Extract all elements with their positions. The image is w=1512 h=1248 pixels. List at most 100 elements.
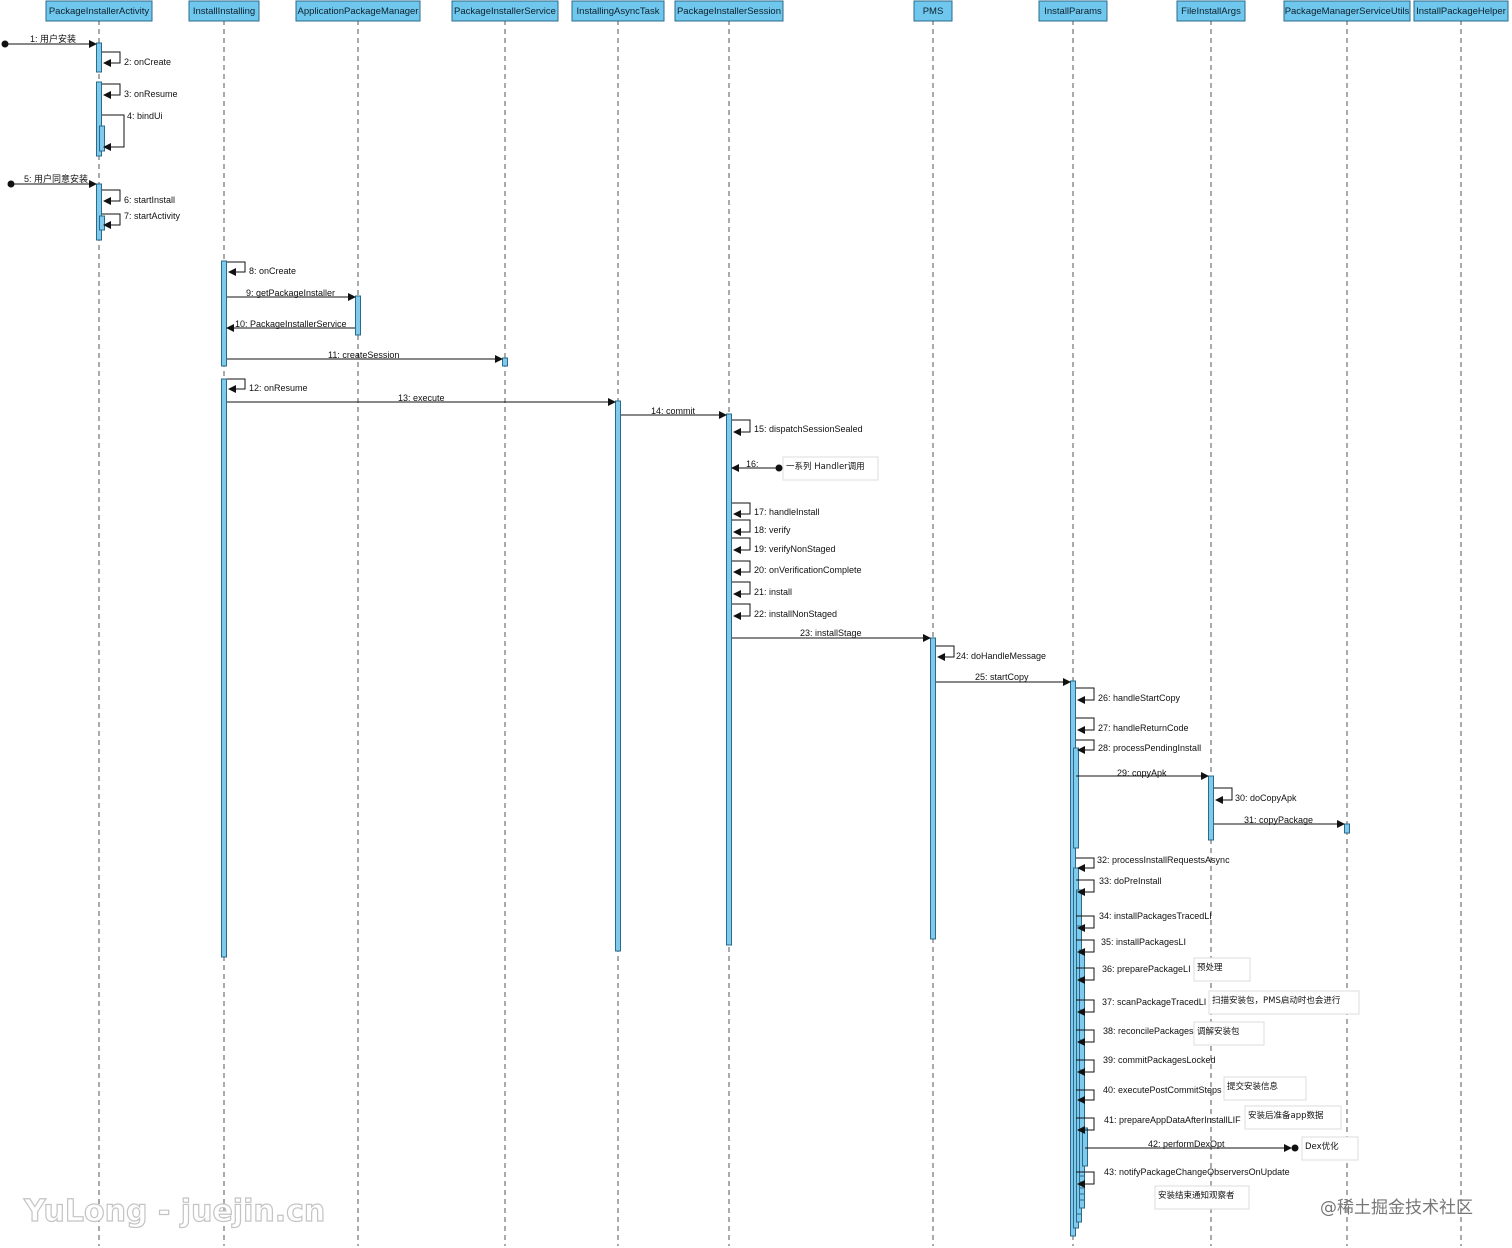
message: 24: doHandleMessage (936, 645, 1046, 661)
message: 19: verifyNonStaged (732, 537, 836, 554)
activation-bar (96, 42, 102, 73)
participant-label: InstallingAsyncTask (577, 6, 660, 17)
participant-header: PackageInstallerSession (674, 0, 784, 22)
participant-header: PackageInstallerService (451, 0, 559, 22)
participant-label: InstallPackageHelper (1416, 6, 1506, 17)
self-message-arrow (1076, 687, 1095, 704)
participant-header: InstallParams (1038, 0, 1108, 22)
message: 25: startCopy (936, 672, 1071, 686)
message-label: 9: getPackageInstaller (246, 288, 335, 298)
message: 43: notifyPackageChangeObserversOnUpdate (1076, 1167, 1290, 1188)
message-label: 6: startInstall (124, 195, 175, 205)
self-message-arrow (1076, 1117, 1095, 1134)
note-box (1244, 1105, 1342, 1130)
message: 6: startInstall (102, 189, 175, 205)
message: 38: reconcilePackages (1076, 1026, 1194, 1046)
self-message-arrow (102, 51, 121, 67)
activation-bar (96, 81, 102, 157)
participant-header: InstallPackageHelper (1413, 0, 1509, 22)
message-label: 29: copyApk (1117, 768, 1167, 778)
note-box (782, 456, 879, 481)
self-message-arrow (732, 537, 751, 554)
message: 32: processInstallRequestsAsync (1076, 855, 1230, 872)
message: 17: handleInstall (732, 502, 820, 518)
message: 35: installPackagesLI (1076, 937, 1186, 956)
message: 37: scanPackageTracedLI (1076, 997, 1206, 1016)
message: 42: performDexOpt (1085, 1139, 1299, 1152)
participant-box (45, 0, 153, 22)
self-message-arrow (732, 560, 751, 576)
participant-box (571, 0, 665, 22)
activation-bar (726, 413, 732, 946)
message: 31: copyPackage (1214, 815, 1345, 828)
message-label: 24: doHandleMessage (956, 651, 1046, 661)
participant-label: PMS (923, 6, 944, 17)
lost-message-dot (1291, 1144, 1299, 1152)
participant-box (913, 0, 953, 22)
participant-label: InstallParams (1044, 6, 1102, 17)
self-message-arrow (1076, 999, 1095, 1016)
message-label: 38: reconcilePackages (1103, 1026, 1194, 1036)
note: 安装后准备app数据 (1244, 1105, 1342, 1130)
message-label: 30: doCopyApk (1235, 793, 1297, 803)
note-box (1208, 990, 1360, 1015)
self-message-arrow (1076, 717, 1095, 734)
message: 27: handleReturnCode (1076, 717, 1189, 734)
participant-box (1176, 0, 1246, 22)
message-label: 23: installStage (800, 628, 862, 638)
message-label: 39: commitPackagesLocked (1103, 1055, 1216, 1065)
note-text: Dex优化 (1305, 1141, 1339, 1152)
activation-bar (1344, 823, 1350, 834)
message-label: 34: installPackagesTracedLI (1099, 911, 1212, 921)
message-label: 3: onResume (124, 89, 178, 99)
note-text: 调解安装包 (1197, 1026, 1240, 1037)
self-message-arrow (102, 83, 121, 99)
message: 3: onResume (102, 83, 178, 99)
message-label: 33: doPreInstall (1099, 876, 1162, 886)
activation-bar (99, 215, 105, 231)
message: 16: (731, 459, 783, 472)
participant-box (1283, 0, 1411, 22)
participant-box (1038, 0, 1108, 22)
participant-box (674, 0, 784, 22)
self-message-arrow (1076, 857, 1095, 872)
note: 提交安装信息 (1223, 1076, 1307, 1101)
message: 12: onResume (227, 378, 308, 393)
message: 4: bindUi (102, 111, 163, 151)
participant-label: InstallInstalling (193, 6, 255, 17)
message-label: 36: preparePackageLI (1102, 964, 1191, 974)
watermark-right: @稀土掘金技术社区 (1320, 1198, 1473, 1218)
message: 11: createSession (227, 350, 503, 363)
message: 29: copyApk (1076, 768, 1209, 780)
activation-bar (1208, 775, 1214, 841)
message-label: 17: handleInstall (754, 507, 820, 517)
message-label: 35: installPackagesLI (1101, 937, 1186, 947)
message-label: 40: executePostCommitSteps (1103, 1085, 1222, 1095)
message-label: 14: commit (651, 406, 696, 416)
participant-box (295, 0, 421, 22)
message: 40: executePostCommitSteps (1076, 1085, 1222, 1104)
message: 1: 用户安装 (1, 33, 97, 48)
participant-header: ApplicationPackageManager (295, 0, 421, 22)
self-message-arrow (732, 603, 751, 620)
activation-bar (615, 400, 621, 952)
message: 10: PackageInstallerService (226, 319, 355, 332)
message-label: 22: installNonStaged (754, 609, 837, 619)
self-message-arrow (732, 419, 751, 436)
note-box (1193, 1021, 1265, 1046)
participant-box (451, 0, 559, 22)
message: 21: install (732, 581, 792, 598)
self-message-arrow (1076, 915, 1095, 932)
note-text: 安装结束通知观察者 (1158, 1190, 1235, 1201)
participant-box (1413, 0, 1509, 22)
note: 安装结束通知观察者 (1154, 1185, 1250, 1210)
message: 22: installNonStaged (732, 603, 837, 620)
participant-header: PackageInstallerActivity (45, 0, 153, 22)
message-label: 42: performDexOpt (1148, 1139, 1225, 1149)
note: Dex优化 (1301, 1136, 1359, 1161)
message-label: 4: bindUi (127, 111, 163, 121)
note-box (1154, 1185, 1250, 1210)
message: 36: preparePackageLI (1076, 964, 1191, 984)
message-label: 27: handleReturnCode (1098, 723, 1189, 733)
self-message-arrow (732, 519, 751, 536)
